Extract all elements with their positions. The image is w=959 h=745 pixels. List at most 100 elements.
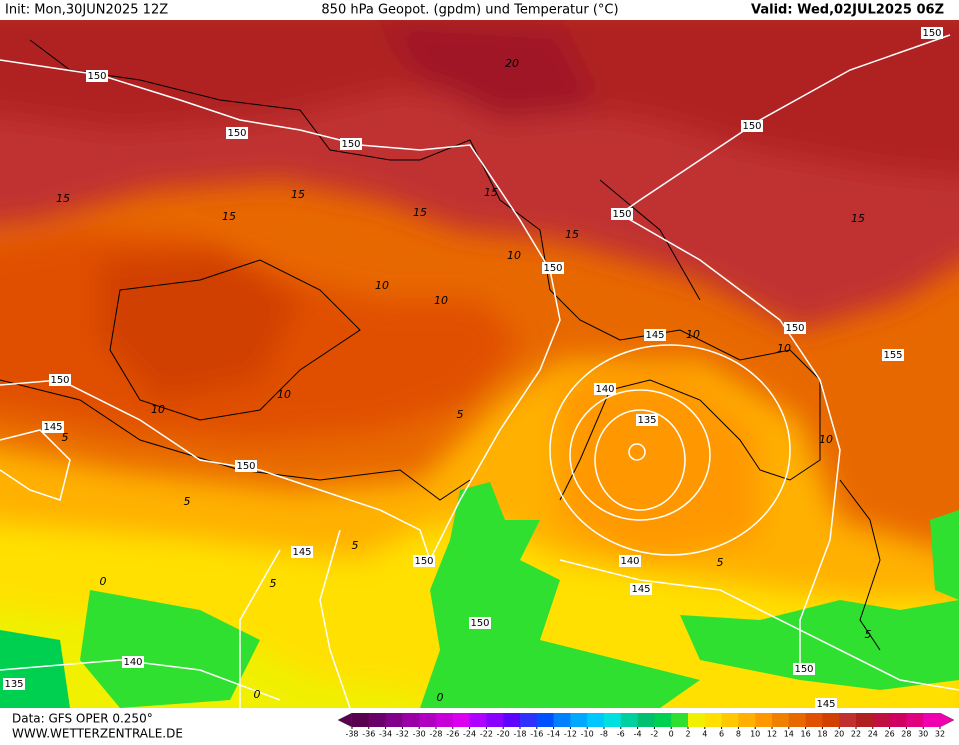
- colorbar-segment: [704, 713, 723, 727]
- colorbar-tick-label: 28: [901, 730, 911, 739]
- geopotential-label: 150: [227, 128, 246, 139]
- temperature-label: 5: [717, 556, 724, 569]
- colorbar-tick-label: -10: [581, 730, 594, 739]
- colorbar-tick-label: -12: [564, 730, 577, 739]
- temperature-label: 5: [184, 495, 191, 508]
- colorbar-segment: [436, 713, 454, 727]
- colorbar-segment: [385, 713, 403, 727]
- colorbar-segment: [570, 713, 588, 727]
- colorbar-segment: [452, 713, 471, 727]
- colorbar-segment: [419, 713, 437, 727]
- colorbar-tick-label: -14: [547, 730, 560, 739]
- colorbar-tick-label: 26: [885, 730, 895, 739]
- init-time: Init: Mon,30JUN2025 12Z: [5, 3, 168, 18]
- temperature-label: 15: [413, 206, 427, 219]
- temperature-label: 10: [507, 249, 521, 262]
- geopotential-label: 150: [543, 263, 562, 274]
- temperature-label: 0: [100, 575, 107, 588]
- temperature-label: 10: [151, 403, 165, 416]
- geopotential-labels: 1501501501501501501501451501551501401351…: [3, 27, 943, 710]
- label-box: [122, 656, 144, 668]
- colorbar-tick-label: 0: [669, 730, 674, 739]
- label-box: [469, 617, 491, 629]
- temperature-label: 10: [819, 433, 833, 446]
- colorbar-tick-label: 16: [801, 730, 811, 739]
- colorbar-segment: [536, 713, 555, 727]
- temperature-label: 15: [291, 188, 305, 201]
- colorbar-tick-label: -32: [396, 730, 409, 739]
- colorbar-segment: [368, 713, 387, 727]
- colorbar-tick-label: -28: [429, 730, 442, 739]
- colorbar-tick-label: -26: [446, 730, 459, 739]
- label-box: [921, 27, 943, 39]
- colorbar-segment: [822, 713, 840, 727]
- colorbar-segment: [839, 713, 857, 727]
- temperature-label: 10: [434, 294, 448, 307]
- colorbar-tick-label: -4: [634, 730, 642, 739]
- colorbar-tick-label: -2: [650, 730, 658, 739]
- label-box: [3, 678, 25, 690]
- colorbar-tick-label: -6: [617, 730, 625, 739]
- geopotential-label: 150: [414, 556, 433, 567]
- colorbar-tick-label: 24: [868, 730, 878, 739]
- temperature-label: 0: [254, 688, 261, 701]
- geopotential-label: 135: [637, 415, 656, 426]
- label-box: [542, 262, 564, 274]
- colorbar-segment: [503, 713, 521, 727]
- label-box: [793, 663, 815, 675]
- temperature-label: 5: [865, 628, 872, 641]
- geopotential-label: 150: [236, 461, 255, 472]
- geopotential-label: 145: [645, 330, 664, 341]
- colorbar-segment: [906, 713, 924, 727]
- temperature-label: 15: [851, 212, 865, 225]
- colorbar-segment: [520, 713, 538, 727]
- geopotential-label: 150: [612, 209, 631, 220]
- label-box: [235, 460, 257, 472]
- colorbar-segment: [889, 713, 907, 727]
- colorbar-tick-label: 4: [702, 730, 707, 739]
- colorbar-segment: [486, 713, 504, 727]
- colorbar-segment: [671, 713, 689, 727]
- colorbar-tick-label: -20: [497, 730, 510, 739]
- data-source: Data: GFS OPER 0.250°: [12, 712, 153, 726]
- map-title: 850 hPa Geopot. (gpdm) und Temperatur (°…: [321, 3, 618, 18]
- geopotential-label: 150: [785, 323, 804, 334]
- label-box: [619, 555, 641, 567]
- colorbar-segment: [469, 713, 487, 727]
- colorbar-tick-label: 20: [834, 730, 844, 739]
- colorbar-segment: [738, 713, 756, 727]
- temperature-label: 0: [437, 691, 444, 704]
- geopotential-label: 145: [43, 422, 62, 433]
- colorbar-segment: [654, 713, 672, 727]
- colorbar-segment: [620, 713, 639, 727]
- label-box: [413, 555, 435, 567]
- colorbar-segment: [587, 713, 605, 727]
- colorbar-tick-label: -24: [463, 730, 476, 739]
- geopotential-label: 150: [341, 139, 360, 150]
- colorbar-tick-label: 2: [685, 730, 690, 739]
- label-box: [784, 322, 806, 334]
- colorbar: -38 -36 -34 -32 -30 -28 -26 -24 -22 -20 -18 -16 -14-…: [337, 712, 955, 739]
- geopotential-label: 140: [595, 384, 614, 395]
- valid-time: Valid: Wed,02JUL2025 06Z: [751, 3, 944, 18]
- temperature-label: 15: [565, 228, 579, 241]
- temperature-label: 5: [270, 577, 277, 590]
- colorbar-segment: [721, 713, 739, 727]
- colorbar-tick-label: 18: [817, 730, 827, 739]
- colorbar-segment: [788, 713, 807, 727]
- temperature-label: 5: [62, 431, 69, 444]
- label-box: [340, 138, 362, 150]
- colorbar-segment: [772, 713, 790, 727]
- temperature-label: 10: [777, 342, 791, 355]
- colorbar-segment: [805, 713, 823, 727]
- temperature-label: 10: [686, 328, 700, 341]
- coastlines: [0, 39, 881, 651]
- label-box: [49, 374, 71, 386]
- geopotential-label: 145: [816, 699, 835, 710]
- geopotential-label: 135: [4, 679, 23, 690]
- geopotential-label: 150: [50, 375, 69, 386]
- colorbar-tick-label: -22: [480, 730, 493, 739]
- label-box: [594, 383, 616, 395]
